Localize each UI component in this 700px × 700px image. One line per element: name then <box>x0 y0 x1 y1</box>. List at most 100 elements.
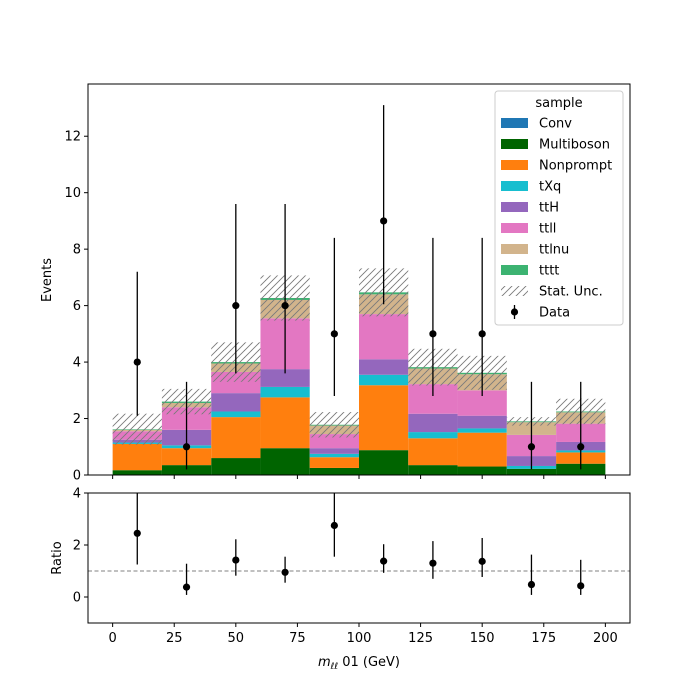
x-axis-label-rest: 01 (GeV) <box>338 655 400 670</box>
legend-entry-conv: Conv <box>501 117 572 132</box>
ratio-points <box>133 493 585 595</box>
legend-entry-ttlnu: ttlnu <box>501 243 569 258</box>
legend-entry-tth: ttH <box>501 201 559 216</box>
bar-multiboson-bin-0 <box>112 470 162 475</box>
bar-tth-bin-5 <box>359 359 409 375</box>
ratio-panel: 0 2 4 0 25 50 75 100 125 150 175 200 Ratio mℓℓ 01 … <box>50 487 631 672</box>
bar-ttll-bin-4 <box>309 434 359 449</box>
legend-entry-stat-unc-: Stat. Unc. <box>501 285 603 300</box>
bar-nonprompt-bin-0 <box>112 443 162 471</box>
legend-label: Data <box>539 306 570 321</box>
bar-tth-bin-3 <box>260 369 310 387</box>
bar-nonprompt-bin-3 <box>260 397 310 449</box>
legend-entry-nonprompt: Nonprompt <box>501 159 612 174</box>
legend-entry-data: Data <box>510 305 570 321</box>
main-ytick-label: 2 <box>73 412 81 427</box>
main-ytick-label: 6 <box>73 299 81 314</box>
ratio-y-label: Ratio <box>50 541 65 574</box>
legend-label: ttll <box>539 222 556 237</box>
main-ytick-label: 4 <box>73 356 81 371</box>
legend-label: Multiboson <box>539 138 610 153</box>
ratio-point-0 <box>133 529 141 537</box>
bar-nonprompt-bin-5 <box>359 385 409 451</box>
bar-tth-bin-4 <box>309 448 359 454</box>
legend-label: ttH <box>539 201 559 216</box>
bar-multiboson-bin-4 <box>309 467 359 475</box>
bar-nonprompt-bin-2 <box>211 417 261 459</box>
ratio-xtick-label: 200 <box>593 631 618 646</box>
bar-tth-bin-7 <box>457 415 507 429</box>
ratio-xtick-label: 175 <box>531 631 556 646</box>
ratio-xtick-label: 25 <box>166 631 183 646</box>
ratio-point-6 <box>429 559 437 567</box>
main-y-label: Events <box>40 258 55 302</box>
bar-ttll-bin-5 <box>359 314 409 360</box>
main-ytick-label: 0 <box>73 469 81 484</box>
bar-tth-bin-2 <box>211 393 261 412</box>
ratio-point-3 <box>281 568 289 576</box>
legend-label: tttt <box>539 264 559 279</box>
legend-entry-multiboson: Multiboson <box>501 138 610 153</box>
x-axis-label-main: m <box>318 655 331 670</box>
data-point-0 <box>133 358 141 366</box>
legend-swatch <box>501 118 528 128</box>
bar-multiboson-bin-5 <box>359 450 409 475</box>
ratio-point-4 <box>330 521 338 530</box>
main-y-ticks: 0 2 4 6 8 10 12 <box>64 130 88 484</box>
bar-tth-bin-6 <box>408 413 458 433</box>
stat-unc-bin-0 <box>112 413 162 445</box>
bar-txq-bin-3 <box>260 386 310 398</box>
ratio-ytick-label: 0 <box>73 591 81 606</box>
bar-txq-bin-5 <box>359 374 409 386</box>
legend-label: Stat. Unc. <box>539 285 603 300</box>
legend-swatch <box>501 202 528 212</box>
main-panel: 0 2 4 6 8 10 12 Events sample Conv Multiboson No… <box>40 83 631 484</box>
legend-marker <box>510 308 519 316</box>
bar-txq-bin-4 <box>309 453 359 458</box>
data-point-3 <box>281 302 289 310</box>
ratio-point-5 <box>380 557 388 565</box>
ratio-axes-frame <box>87 492 631 624</box>
legend-swatch <box>501 139 528 149</box>
bar-multiboson-bin-6 <box>408 465 458 475</box>
ratio-xtick-label: 125 <box>408 631 433 646</box>
data-point-6 <box>429 330 437 338</box>
main-x-ticks <box>112 475 606 479</box>
ratio-y-ticks: 0 2 4 <box>73 487 88 606</box>
data-point-2 <box>232 302 240 310</box>
legend-label: ttlnu <box>539 243 569 258</box>
legend-entry-ttll: ttll <box>501 222 556 237</box>
main-ytick-label: 8 <box>73 243 81 258</box>
legend-swatch <box>501 223 528 233</box>
bar-multiboson-bin-1 <box>161 465 212 475</box>
ratio-point-2 <box>232 556 240 564</box>
x-axis-label: mℓℓ 01 (GeV) <box>318 655 400 672</box>
bar-txq-bin-7 <box>457 428 507 433</box>
ratio-x-ticks: 0 25 50 75 100 125 150 175 200 <box>108 623 618 646</box>
ratio-xtick-label: 150 <box>470 631 495 646</box>
ratio-point-9 <box>577 582 585 590</box>
ratio-xtick-label: 75 <box>289 631 306 646</box>
ratio-ytick-label: 4 <box>73 487 81 502</box>
bar-multiboson-bin-3 <box>260 448 310 475</box>
data-point-7 <box>478 330 486 338</box>
main-ytick-label: 12 <box>64 130 81 145</box>
legend-title: sample <box>535 96 582 111</box>
bar-txq-bin-2 <box>211 411 261 418</box>
legend-swatch <box>501 160 528 170</box>
legend-label: Conv <box>539 117 572 132</box>
data-points <box>133 105 585 470</box>
legend-swatch <box>501 181 528 191</box>
legend-entry-txq: tXq <box>501 180 561 195</box>
legend-swatch <box>501 244 528 254</box>
bar-nonprompt-bin-6 <box>408 438 458 466</box>
bar-multiboson-bin-8 <box>506 468 557 475</box>
bar-multiboson-bin-2 <box>211 458 261 475</box>
data-point-5 <box>380 217 388 225</box>
bar-multiboson-bin-7 <box>457 466 507 475</box>
ratio-xtick-label: 50 <box>228 631 245 646</box>
ratio-xtick-label: 0 <box>108 631 116 646</box>
legend-label: Nonprompt <box>539 159 612 174</box>
ratio-point-8 <box>527 580 536 589</box>
